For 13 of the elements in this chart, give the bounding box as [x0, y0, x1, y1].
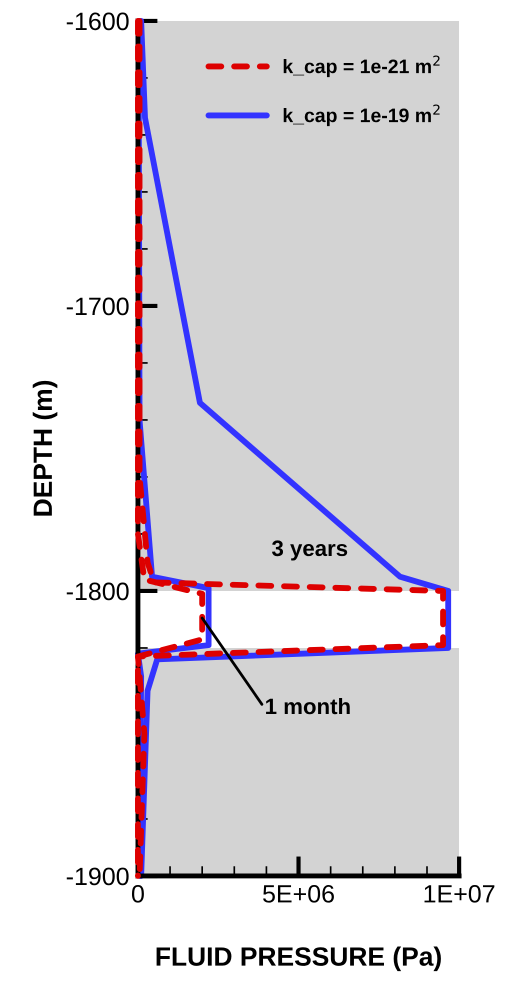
- x-tick-label: 0: [132, 884, 144, 903]
- legend-label: k_cap = 1e-19 m$^{2}$: [284, 104, 440, 126]
- x-tick-label: 5E+06: [263, 884, 334, 903]
- y-tick-label: -1900: [66, 868, 129, 886]
- x-tick-label: 1E+07: [424, 884, 494, 903]
- y-tick-label: -1600: [66, 12, 129, 30]
- annotation: 3 years: [272, 540, 348, 561]
- y-axis-title: DEPTH (m): [32, 380, 58, 516]
- y-tick-label: -1800: [66, 582, 129, 600]
- legend-label: k_cap = 1e-21 m$^{2}$: [284, 56, 440, 78]
- x-axis-title: FLUID PRESSURE (Pa): [156, 946, 441, 972]
- y-tick-label: -1700: [66, 298, 129, 316]
- annotation: 1 month: [266, 698, 350, 714]
